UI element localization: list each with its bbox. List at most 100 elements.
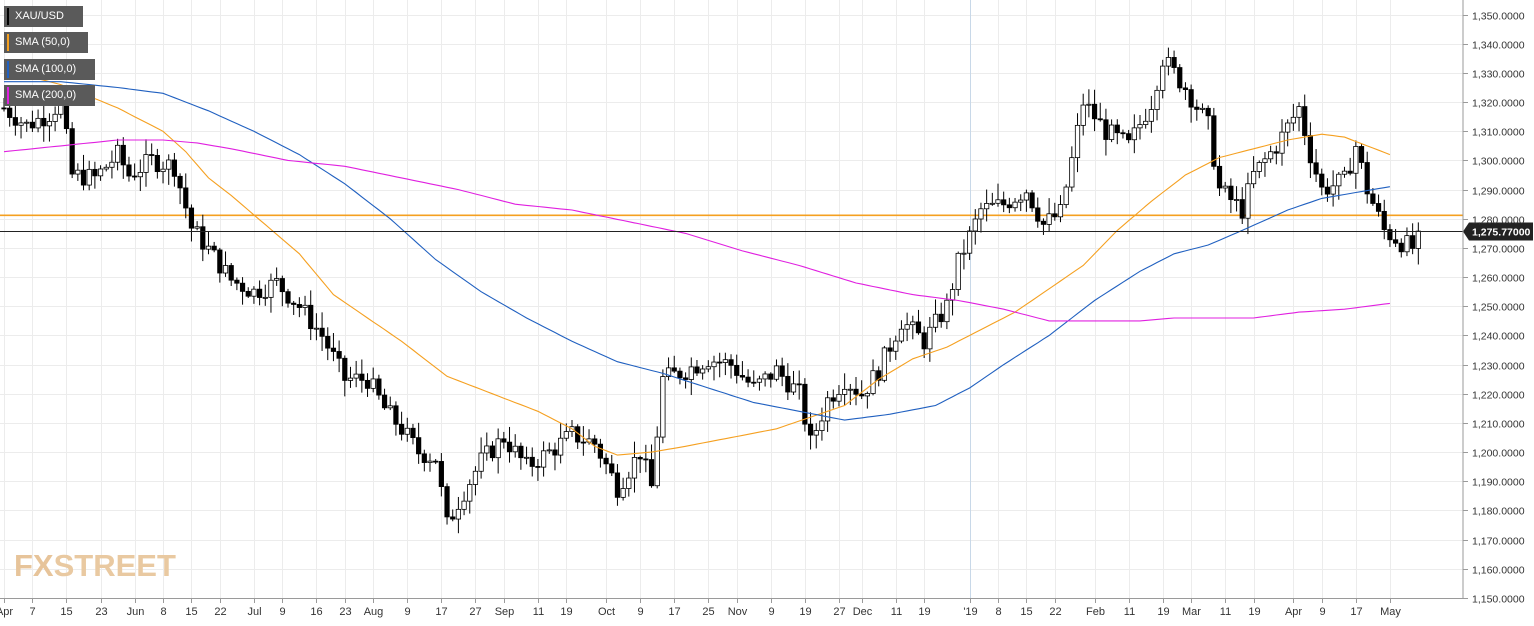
candle-body bbox=[1109, 124, 1115, 140]
x-tick-label: 15 bbox=[1020, 606, 1032, 618]
x-tick-label: May bbox=[1380, 606, 1401, 618]
x-tick-label: 22 bbox=[214, 606, 226, 618]
candle-body bbox=[393, 405, 399, 425]
candle-body bbox=[864, 393, 870, 397]
candle-body bbox=[654, 436, 660, 487]
x-tick-label: Jun bbox=[127, 606, 145, 618]
candle-body bbox=[308, 304, 314, 330]
x-tick-label: Feb bbox=[1086, 606, 1105, 618]
candle-body bbox=[1023, 192, 1029, 201]
candle-body bbox=[711, 361, 717, 368]
x-tick-label: 17 bbox=[435, 606, 447, 618]
candle-body bbox=[1410, 235, 1416, 249]
x-tick-label: 22 bbox=[1049, 606, 1061, 618]
candle-body bbox=[1103, 119, 1109, 140]
candle-body bbox=[961, 252, 967, 255]
candle-body bbox=[944, 299, 950, 323]
candle-body bbox=[359, 373, 365, 381]
candle-body bbox=[1143, 120, 1149, 125]
legend-item-sma-200[interactable]: SMA (200,0) bbox=[4, 85, 95, 106]
candle-body bbox=[1057, 204, 1064, 218]
candle-body bbox=[1171, 57, 1177, 68]
candle-body bbox=[1177, 67, 1183, 89]
candle-body bbox=[291, 302, 297, 305]
candle-body bbox=[188, 207, 195, 229]
legend-label: XAU/USD bbox=[15, 10, 64, 22]
candle-body bbox=[200, 226, 206, 250]
candle-body bbox=[1046, 213, 1052, 225]
candle-body bbox=[637, 457, 643, 460]
current-price-label: 1,275.77000 bbox=[1472, 227, 1531, 239]
candle-body bbox=[756, 378, 763, 383]
candle-body bbox=[734, 364, 740, 376]
fxstreet-logo: FXSTREET bbox=[14, 548, 176, 584]
candle-body bbox=[1188, 89, 1194, 108]
x-tick-label: 15 bbox=[60, 606, 72, 618]
y-tick-label: 1,300.0000 bbox=[1472, 156, 1525, 168]
candle-body bbox=[80, 169, 87, 186]
candle-body bbox=[342, 357, 348, 381]
candle-body bbox=[166, 159, 172, 170]
legend-item-sma-50[interactable]: SMA (50,0) bbox=[4, 32, 88, 53]
candle-body bbox=[1018, 199, 1024, 203]
candle-body bbox=[728, 359, 734, 366]
candle-body bbox=[444, 486, 450, 518]
candle-body bbox=[217, 249, 223, 274]
candle-body bbox=[523, 456, 530, 459]
candlesticks bbox=[1, 47, 1421, 534]
candle-body bbox=[1239, 199, 1245, 219]
y-tick-label: 1,250.0000 bbox=[1472, 302, 1525, 314]
candle-body bbox=[18, 122, 24, 126]
candle-body bbox=[717, 361, 723, 364]
candle-body bbox=[103, 166, 109, 170]
candle-body bbox=[347, 377, 354, 381]
candle-body bbox=[319, 327, 325, 337]
x-tick-label: 8 bbox=[160, 606, 166, 618]
candle-body bbox=[1126, 133, 1132, 141]
x-tick-label: 11 bbox=[1220, 606, 1231, 618]
candle-body bbox=[296, 304, 302, 308]
legend-item-xauusd[interactable]: XAU/USD bbox=[4, 6, 83, 27]
candle-body bbox=[1120, 132, 1126, 135]
x-tick-label: 11 bbox=[1124, 606, 1135, 618]
y-tick-label: 1,340.0000 bbox=[1472, 40, 1525, 52]
candle-body bbox=[1245, 183, 1251, 219]
candle-body bbox=[739, 375, 746, 378]
candle-body bbox=[1001, 199, 1007, 206]
current-price-badge bbox=[1463, 222, 1533, 241]
y-tick-label: 1,240.0000 bbox=[1472, 331, 1525, 343]
candle-body bbox=[893, 340, 899, 352]
legend-swatch bbox=[7, 87, 9, 104]
x-tick-label: Sep bbox=[495, 606, 515, 618]
candle-body bbox=[132, 175, 138, 178]
candle-body bbox=[558, 437, 564, 456]
candle-body bbox=[1387, 229, 1393, 241]
candle-body bbox=[677, 370, 683, 379]
candle-body bbox=[1262, 158, 1268, 163]
candle-body bbox=[92, 168, 98, 177]
candle-body bbox=[501, 438, 507, 443]
candle-body bbox=[1296, 106, 1302, 118]
candle-body bbox=[171, 159, 177, 177]
candle-body bbox=[1273, 151, 1279, 154]
candle-body bbox=[506, 441, 513, 453]
candle-body bbox=[671, 367, 677, 372]
y-tick-label: 1,220.0000 bbox=[1472, 390, 1525, 402]
candle-body bbox=[819, 420, 825, 431]
candle-body bbox=[268, 279, 274, 298]
candle-body bbox=[592, 438, 598, 445]
candle-body bbox=[376, 378, 382, 396]
candle-body bbox=[683, 377, 689, 380]
candle-body bbox=[353, 373, 359, 379]
x-axis: Apr 7 15 23 Jun 8 15 22 Jul 9 16 23 Aug 9 17 27 Sep 11 19 O… bbox=[0, 598, 1463, 618]
candle-body bbox=[1370, 193, 1376, 204]
candle-body bbox=[648, 459, 655, 487]
candle-body bbox=[807, 423, 814, 436]
candle-body bbox=[825, 397, 831, 422]
candle-body bbox=[183, 187, 189, 209]
candle-body bbox=[416, 437, 422, 455]
y-tick-label: 1,260.0000 bbox=[1472, 273, 1525, 285]
legend-item-sma-100[interactable]: SMA (100,0) bbox=[4, 59, 95, 80]
candle-body bbox=[450, 516, 456, 520]
candle-body bbox=[115, 144, 121, 163]
